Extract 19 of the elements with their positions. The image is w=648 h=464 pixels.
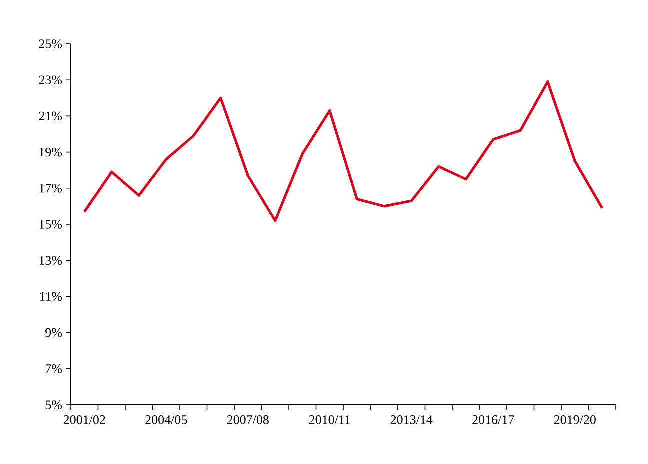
x-tick-label: 2010/11 [309, 416, 350, 424]
x-tick-label: 2004/05 [146, 416, 188, 424]
y-tick-label: 13% [40, 256, 62, 266]
y-tick-label: 11% [40, 292, 62, 302]
y-tick-label: 9% [46, 328, 62, 338]
x-tick-label: 2007/08 [227, 416, 269, 424]
y-tick-label: 17% [40, 184, 62, 193]
y-tick-label: 25% [39, 40, 62, 48]
line-series [83, 80, 604, 222]
y-tick-label: 23% [39, 76, 62, 85]
x-tick-label: 2001/02 [64, 416, 106, 424]
y-tick-label: 5% [46, 400, 62, 410]
x-tick-label: 2019/20 [554, 416, 596, 424]
y-tick-label: 15% [40, 220, 62, 229]
y-tick-label: 19% [40, 148, 62, 157]
y-tick-label: 7% [46, 364, 62, 374]
y-tick-label: 21% [39, 112, 62, 121]
x-tick-label: 2013/14 [390, 416, 433, 424]
x-tick-label: 2016/17 [472, 416, 514, 424]
